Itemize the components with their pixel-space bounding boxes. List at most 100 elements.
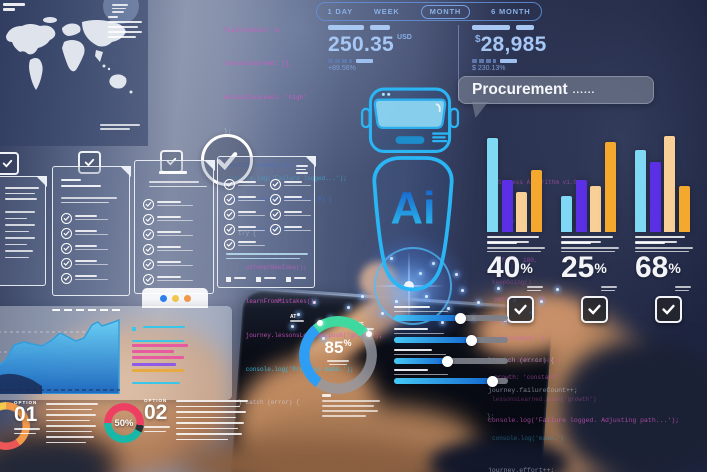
option-2-number: 02 xyxy=(144,401,168,424)
quote-right-change: $ 230.13% xyxy=(472,65,506,72)
tab-6month[interactable]: 6 MONTH xyxy=(491,7,531,16)
document-2-heading xyxy=(61,179,101,191)
slider-3[interactable] xyxy=(394,349,508,367)
ticker-tabbar: 1 DAY WEEK MONTH 6 MONTH xyxy=(316,2,542,21)
ai-robot-head-icon xyxy=(360,87,460,153)
document-3-heading xyxy=(159,171,187,177)
quote-left: 250.35 USD +89.56% xyxy=(328,25,458,72)
code-ghost: keepGoing() effort learnFromMistakes() l… xyxy=(492,279,597,442)
stat-1-checkbox[interactable] xyxy=(507,296,534,323)
gauge-center: 85% xyxy=(299,338,377,367)
quote-left-minibars xyxy=(328,59,458,63)
option-2-block: OPTION 02 xyxy=(144,398,170,435)
right-sleeve xyxy=(560,340,707,472)
card-list-orange xyxy=(132,369,184,375)
bar-chart-panel xyxy=(487,128,692,248)
slider-3-knob[interactable] xyxy=(442,355,454,367)
stat-1-value: 40% xyxy=(487,251,533,284)
stat-3-footnote xyxy=(675,286,691,293)
bar-group-1 xyxy=(487,138,542,232)
option-1-paragraph xyxy=(46,403,98,447)
code-column-bottom: } catch (error) { journey.failureCount++… xyxy=(488,357,680,472)
map-corner-marks xyxy=(3,3,25,13)
stat-3-value: 68% xyxy=(635,251,681,284)
map-caption xyxy=(100,124,140,132)
donut-chart-50 xyxy=(104,403,144,443)
window-dots-tab xyxy=(142,288,208,308)
area-chart xyxy=(0,318,120,394)
option-2-caption xyxy=(144,426,170,432)
document-2-lines xyxy=(61,197,117,206)
orange-dot-icon xyxy=(183,294,191,302)
stat-col-2: 25% xyxy=(561,242,623,323)
slider-2-knob[interactable] xyxy=(466,334,478,346)
card-list-purple xyxy=(132,363,176,369)
bottom-center-cuff xyxy=(430,440,570,472)
bubble-dots: ...... xyxy=(572,84,596,96)
gauge-footnote xyxy=(322,394,380,420)
gauge-ring xyxy=(299,316,377,394)
option-1-number: 01 xyxy=(14,403,38,426)
stat-col-1: 40% xyxy=(487,242,549,323)
procurement-speech-bubble: Procurement ...... xyxy=(458,76,654,104)
stat-2-value: 25% xyxy=(561,251,607,284)
tab-1day[interactable]: 1 DAY xyxy=(327,7,353,16)
slider-1[interactable] xyxy=(394,306,508,324)
stock-ticker-panel: 1 DAY WEEK MONTH 6 MONTH 250.35 USD +89.5… xyxy=(308,0,548,106)
document-2-checklist xyxy=(61,213,108,288)
gauge-dot-end xyxy=(366,331,372,337)
page-fold-icon xyxy=(35,175,47,187)
bubble-text: Procurement xyxy=(472,81,568,98)
document-2 xyxy=(52,165,131,296)
slider-3-track[interactable] xyxy=(394,355,508,367)
world-map-panel xyxy=(0,0,148,146)
slider-4-knob[interactable] xyxy=(486,375,498,387)
quote-right: $28,985 $ 230.13% xyxy=(472,25,602,72)
slider-1-track[interactable] xyxy=(394,312,508,324)
quote-right-bars xyxy=(472,25,602,30)
tab-week[interactable]: WEEK xyxy=(373,7,400,16)
document-4-checklist-left xyxy=(224,179,265,254)
gauge-left-label: AT xyxy=(290,314,304,322)
document-3-checklist xyxy=(143,199,193,289)
stat-3-checkbox[interactable] xyxy=(655,296,682,323)
card-list-cyan-bottom xyxy=(132,382,180,384)
stat-2-checkbox[interactable] xyxy=(581,296,608,323)
quote-divider xyxy=(458,25,459,101)
document-4-pdf-marks xyxy=(296,165,308,176)
document-1-list xyxy=(5,211,35,263)
document-4-legend xyxy=(226,269,306,287)
percent-stats-row: 40% 25% 68% xyxy=(487,242,697,326)
card-top-dashes xyxy=(52,309,122,311)
doc-checkbox-1[interactable] xyxy=(0,152,19,175)
stat-2-footnote xyxy=(601,286,617,293)
slider-1-knob[interactable] xyxy=(454,312,466,324)
ai-robot-body: Ai xyxy=(372,156,454,292)
option-1-caption xyxy=(14,428,40,434)
sliders-panel xyxy=(394,306,508,408)
card-list-cyan-top xyxy=(132,318,186,342)
analytics-card xyxy=(0,306,232,400)
option-2-label: OPTION xyxy=(144,398,168,403)
map-badge xyxy=(103,0,139,24)
blue-dot-icon xyxy=(159,294,167,302)
bar-group-2 xyxy=(561,142,616,232)
quote-left-price: 250.35 USD xyxy=(328,33,412,56)
slider-4-track[interactable] xyxy=(394,375,508,387)
slider-2[interactable] xyxy=(394,328,508,346)
quote-right-price: $28,985 xyxy=(475,33,547,56)
quote-right-minibars xyxy=(472,59,602,63)
doc-circle-check[interactable] xyxy=(201,134,253,186)
document-4-paragraph xyxy=(226,253,308,262)
slider-4[interactable] xyxy=(394,369,508,387)
tab-month[interactable]: MONTH xyxy=(420,4,471,19)
stat-1-caption-b xyxy=(487,247,549,252)
card-list-pink xyxy=(132,344,188,362)
slider-2-track[interactable] xyxy=(394,334,508,346)
map-legend xyxy=(108,16,142,41)
stat-1-caption-a xyxy=(487,242,549,244)
doc-checkbox-2[interactable] xyxy=(78,151,101,174)
document-4-checklist-right xyxy=(270,179,311,239)
page-fold-icon xyxy=(203,159,215,171)
